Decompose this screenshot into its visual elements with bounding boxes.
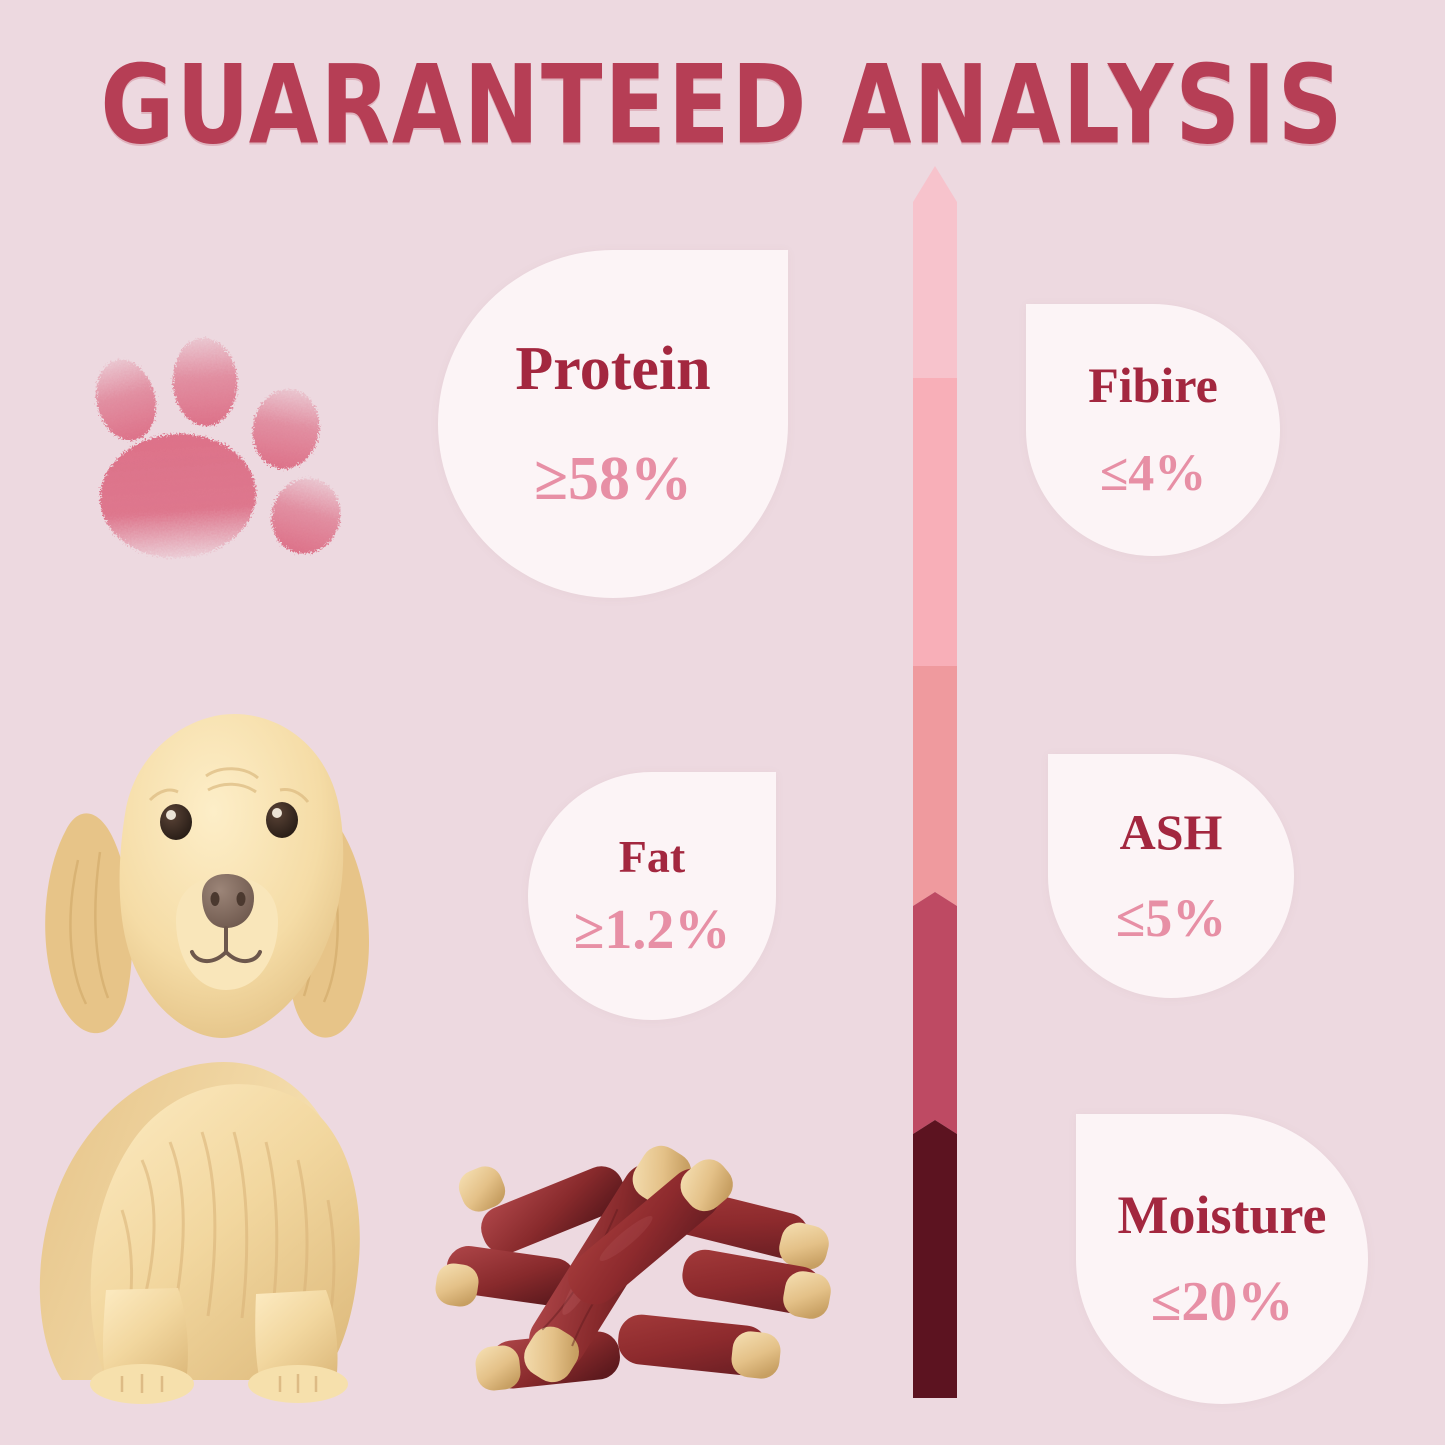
dog-treats-image (435, 1145, 831, 1391)
nutrient-gauge-bar (913, 166, 957, 1398)
nutrient-value-ash: ≤5% (1115, 888, 1227, 948)
gauge-segment-1 (913, 166, 957, 380)
nutrient-bubble-moisture: Moisture ≤20% (1076, 1114, 1368, 1404)
paw-print-icon (96, 338, 341, 559)
nutrient-label-moisture: Moisture (1117, 1185, 1327, 1245)
gauge-segment-4 (913, 892, 957, 1134)
nutrient-bubble-fibire: Fibire ≤4% (1026, 304, 1280, 556)
nutrient-bubble-ash: ASH ≤5% (1048, 754, 1294, 998)
gauge-segment-5 (913, 1120, 957, 1398)
gauge-segment-3 (913, 666, 957, 906)
page-title: GUARANTEED ANALYSIS (100, 42, 1345, 169)
nutrient-label-fibire: Fibire (1088, 357, 1218, 413)
nutrient-bubble-fat: Fat ≥1.2% (528, 772, 776, 1020)
nutrient-value-fibire: ≤4% (1099, 445, 1207, 502)
nutrient-value-fat: ≥1.2% (573, 899, 731, 961)
dog-figurine-image (39, 714, 370, 1404)
nutrient-bubble-protein: Protein ≥58% (438, 250, 788, 598)
gauge-segment-2 (913, 378, 957, 668)
nutrient-value-moisture: ≤20% (1150, 1271, 1294, 1333)
nutrient-label-protein: Protein (515, 335, 711, 403)
nutrient-value-protein: ≥58% (533, 445, 693, 513)
nutrient-label-ash: ASH (1119, 804, 1223, 860)
nutrient-label-fat: Fat (618, 831, 686, 882)
